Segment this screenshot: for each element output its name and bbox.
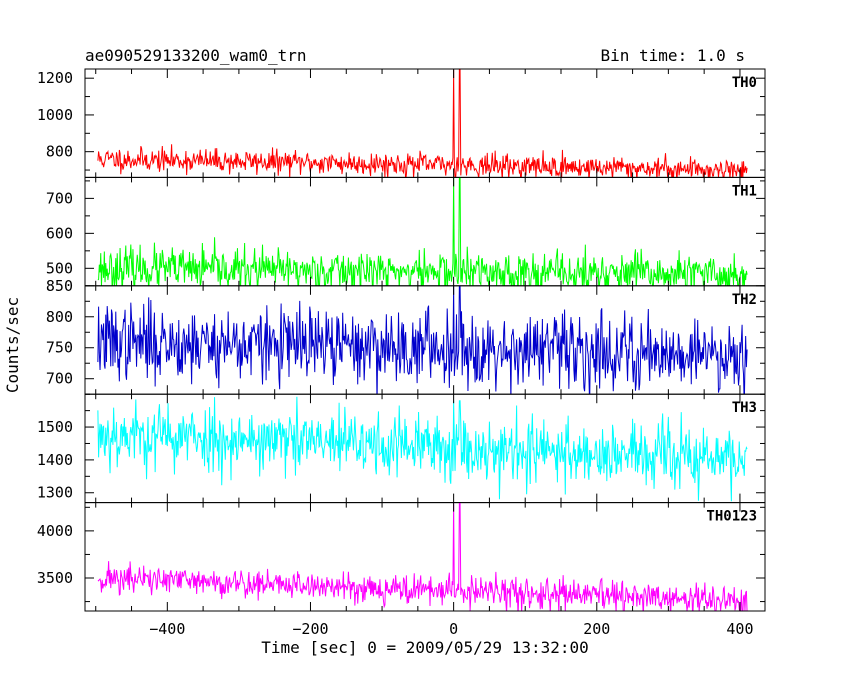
x-tick-label: −400 [149, 620, 185, 638]
series-line-th0123 [97, 502, 748, 612]
panel-th0123: 3500 4000 TH0123 [37, 502, 766, 612]
series-line-th0 [97, 69, 748, 178]
panel-label: TH1 [732, 183, 757, 199]
y-tick-label: 800 [46, 143, 73, 161]
x-tick-label: 400 [726, 620, 753, 638]
y-tick-label: 850 [46, 277, 73, 295]
x-tick-label: −200 [292, 620, 328, 638]
y-tick-label: 800 [46, 308, 73, 326]
panel-label: TH0123 [706, 509, 757, 525]
y-axis-label: Counts/sec [3, 297, 22, 393]
y-tick-label: 700 [46, 370, 73, 388]
panel-th0: 800 1000 1200 TH0 [37, 68, 766, 178]
x-axis-label: Time [sec] 0 = 2009/05/29 13:32:00 [261, 638, 589, 657]
panel-frame [84, 502, 766, 612]
y-tick-label: 600 [46, 224, 73, 242]
panel-label: TH0 [732, 75, 757, 91]
x-tick-label: 200 [583, 620, 610, 638]
series-line-th3 [97, 396, 748, 502]
y-tick-label: 750 [46, 339, 73, 357]
y-tick-label: 1500 [37, 418, 73, 436]
panel-label: TH2 [732, 292, 757, 308]
panels: 800 1000 1200 TH0 500 600 700 TH1 700 750 800 850 TH… [37, 68, 766, 612]
y-tick-label: 3500 [37, 569, 73, 587]
y-tick-label: 1000 [37, 106, 73, 124]
x-tick-label: 0 [449, 620, 458, 638]
series-line-th2 [97, 285, 748, 395]
x-axis: −400 −200 0 200 400 [149, 620, 753, 638]
panel-th1: 500 600 700 TH1 [46, 176, 766, 287]
bin-time-label: Bin time: 1.0 s [601, 46, 746, 65]
y-tick-label: 4000 [37, 522, 73, 540]
y-tick-label: 1300 [37, 484, 73, 502]
y-tick-label: 700 [46, 189, 73, 207]
y-tick-label: 1400 [37, 451, 73, 469]
panel-th3: 1300 1400 1500 TH3 [37, 393, 766, 504]
series-line-th1 [97, 177, 748, 286]
y-tick-label: 1200 [37, 69, 73, 87]
y-tick-label: 500 [46, 259, 73, 277]
panel-label: TH3 [732, 400, 757, 416]
panel-th2: 700 750 800 850 TH2 [46, 277, 766, 395]
chart-title: ae090529133200_wam0_trn [85, 46, 307, 65]
